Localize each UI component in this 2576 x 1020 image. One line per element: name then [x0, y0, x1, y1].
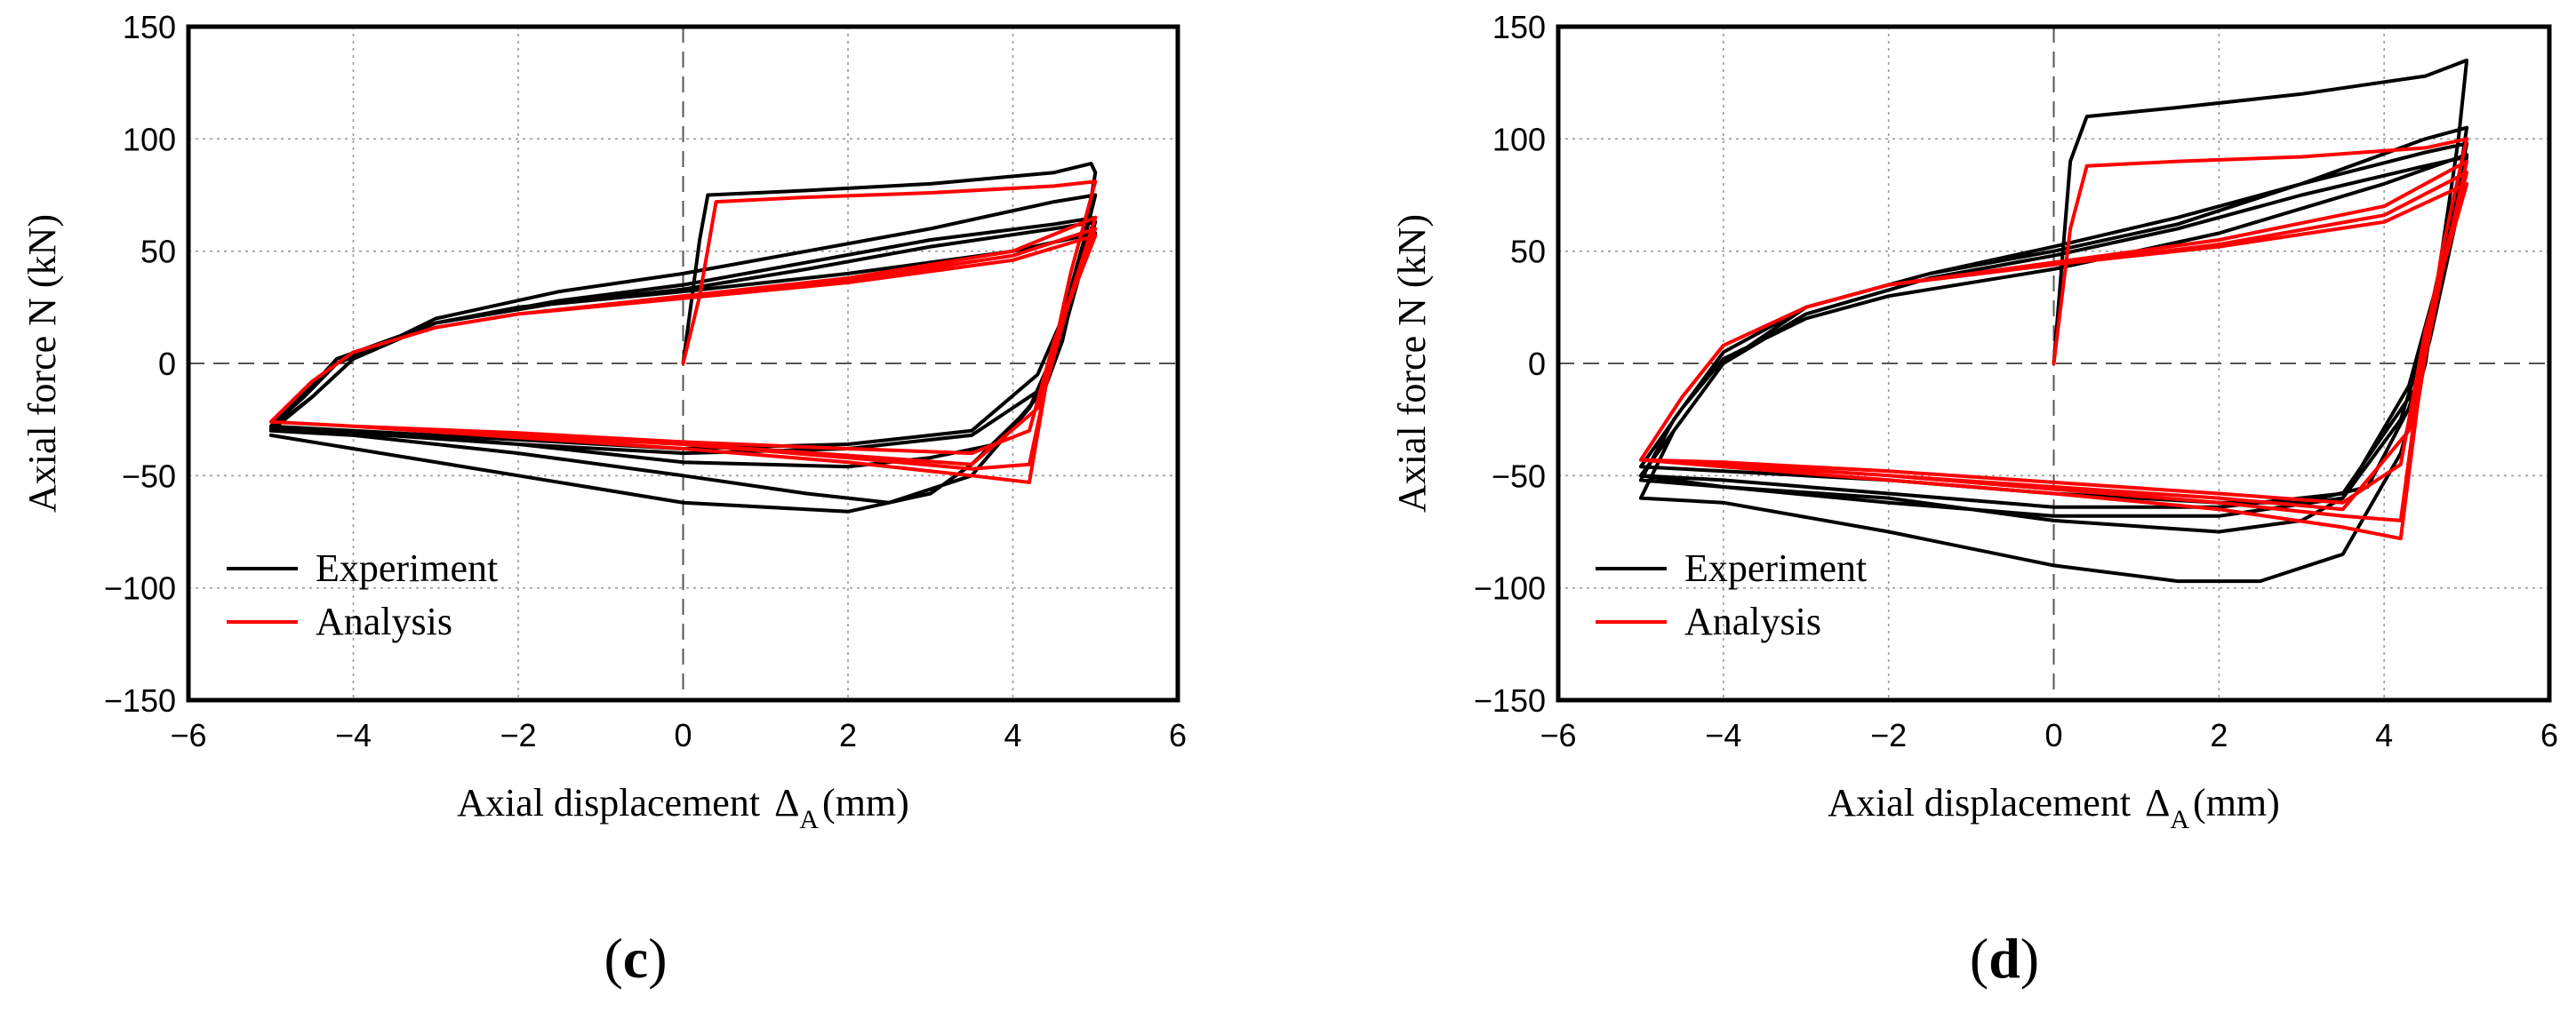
x-axis-title: Axial displacement ΔA(mm) — [1828, 781, 2280, 834]
plot-frame — [1556, 24, 2552, 703]
y-tick-label: 150 — [1492, 9, 1546, 45]
x-axis-title-unit: (mm) — [2193, 781, 2280, 825]
legend-label-analysis: Analysis — [316, 600, 452, 643]
panel-label: (c) — [604, 927, 667, 990]
panel-d: −6 −4 −2 0 2 4 6 −150 −100 −50 0 50 100 150 Axial forc… — [1390, 9, 2558, 990]
x-axis-title-unit: (mm) — [822, 781, 909, 825]
panel-label-open: ( — [1970, 927, 1988, 990]
y-tick-label: −100 — [104, 570, 176, 607]
x-tick-label: 4 — [1004, 717, 1021, 753]
panel-label-close: ) — [648, 927, 667, 990]
y-axis-title: Axial force N (kN) — [1390, 214, 1434, 513]
x-tick-label: −4 — [335, 717, 372, 753]
legend-label-analysis: Analysis — [1684, 600, 1821, 643]
x-axis-title-subscript: A — [2170, 805, 2189, 834]
panel-label-letter: c — [623, 927, 648, 990]
y-tick-label: −50 — [122, 458, 176, 494]
y-tick-label: 100 — [123, 121, 176, 157]
panel-c: −6 −4 −2 0 2 4 6 −150 −100 −50 0 50 100 150 Axial forc… — [20, 9, 1187, 990]
x-tick-label: 0 — [2044, 717, 2062, 753]
x-tick-label: −6 — [170, 717, 206, 753]
y-tick-label: 150 — [123, 9, 176, 45]
x-axis-title: Axial displacement ΔA(mm) — [457, 781, 909, 834]
x-axis-title-text: Axial displacement — [1828, 781, 2131, 825]
x-tick-label: 0 — [674, 717, 692, 753]
y-tick-label: 50 — [140, 234, 176, 270]
y-tick-label: 50 — [1510, 234, 1546, 270]
x-tick-label: 6 — [2540, 717, 2558, 753]
panel-label: (d) — [1970, 927, 2039, 990]
y-tick-label: −150 — [104, 682, 176, 719]
x-axis-title-subscript: A — [799, 805, 819, 834]
series-analysis-line — [1638, 137, 2469, 541]
x-tick-label: 2 — [2210, 717, 2228, 753]
x-axis-title-text: Axial displacement — [457, 781, 760, 825]
x-axis-title-symbol: Δ — [2145, 781, 2170, 825]
x-axis-title-symbol: Δ — [774, 781, 799, 825]
panel-label-letter: d — [1988, 927, 2020, 990]
x-tick-label: −2 — [500, 717, 536, 753]
y-axis-title: Axial force N (kN) — [20, 214, 64, 513]
x-tick-label: 2 — [839, 717, 857, 753]
y-tick-label: −100 — [1474, 570, 1546, 607]
panel-label-open: ( — [604, 927, 622, 990]
panel-label-close: ) — [2020, 927, 2039, 990]
series-analysis-line — [268, 179, 1098, 484]
legend-label-experiment: Experiment — [316, 546, 498, 590]
x-tick-label: −6 — [1540, 717, 1576, 753]
x-tick-label: −2 — [1870, 717, 1907, 753]
x-tick-label: 6 — [1169, 717, 1187, 753]
y-tick-label: 100 — [1492, 121, 1546, 157]
y-tick-label: 0 — [158, 346, 176, 382]
x-tick-label: −4 — [1705, 717, 1741, 753]
x-tick-label: 4 — [2375, 717, 2393, 753]
series-experiment-line — [1638, 58, 2469, 584]
y-tick-label: 0 — [1528, 346, 1546, 382]
plot-frame — [186, 24, 1180, 703]
y-tick-label: −50 — [1492, 458, 1546, 494]
legend-label-experiment: Experiment — [1684, 546, 1867, 590]
y-tick-label: −150 — [1474, 682, 1546, 719]
